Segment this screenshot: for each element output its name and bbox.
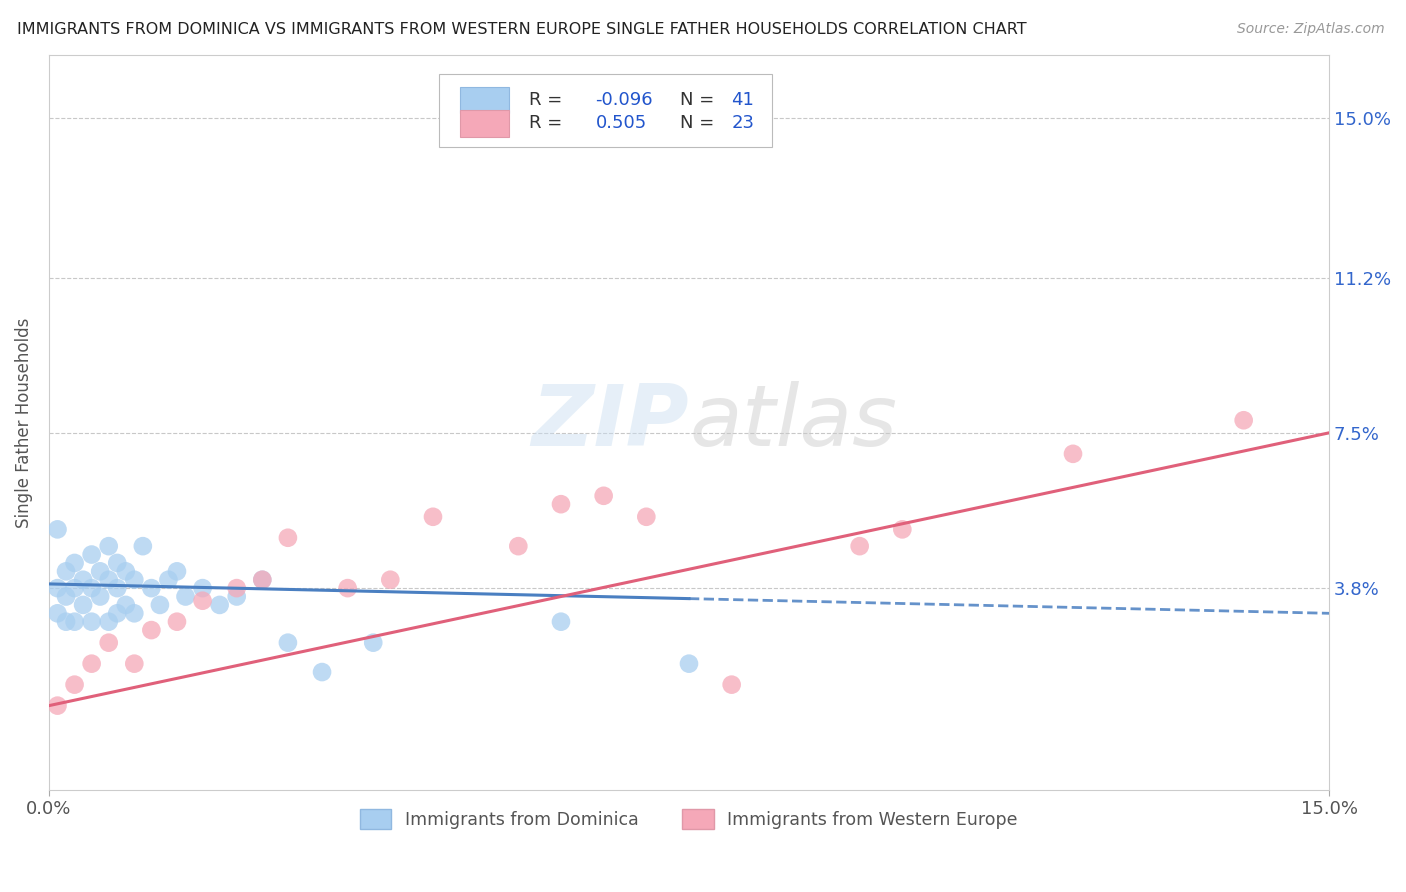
Point: [252, 573, 274, 587]
Point: [72, 598, 94, 612]
Point: [46, 522, 69, 536]
Text: IMMIGRANTS FROM DOMINICA VS IMMIGRANTS FROM WESTERN EUROPE SINGLE FATHER HOUSEHO: IMMIGRANTS FROM DOMINICA VS IMMIGRANTS F…: [17, 22, 1026, 37]
Point: [114, 565, 136, 579]
Point: [124, 607, 146, 621]
Point: [141, 581, 163, 595]
Text: R =: R =: [529, 114, 568, 132]
Point: [124, 657, 146, 671]
Point: [225, 581, 247, 595]
Point: [97, 635, 120, 649]
Point: [63, 678, 86, 692]
Point: [157, 573, 180, 587]
Point: [105, 556, 128, 570]
Text: Source: ZipAtlas.com: Source: ZipAtlas.com: [1237, 22, 1385, 37]
Point: [55, 565, 77, 579]
Text: 23: 23: [731, 114, 754, 132]
Point: [124, 573, 146, 587]
Point: [678, 657, 700, 671]
Point: [174, 590, 197, 604]
FancyBboxPatch shape: [460, 111, 509, 136]
Point: [97, 615, 120, 629]
Point: [848, 539, 870, 553]
Text: ZIP: ZIP: [531, 381, 689, 464]
Point: [311, 665, 333, 679]
Point: [166, 615, 188, 629]
Point: [89, 590, 111, 604]
Point: [114, 598, 136, 612]
Point: [636, 509, 658, 524]
Text: N =: N =: [681, 91, 720, 109]
Point: [63, 556, 86, 570]
Point: [97, 573, 120, 587]
Point: [550, 615, 572, 629]
Point: [361, 635, 384, 649]
Point: [891, 522, 914, 536]
Point: [80, 657, 103, 671]
Text: N =: N =: [681, 114, 720, 132]
Point: [80, 581, 103, 595]
Point: [72, 573, 94, 587]
Point: [63, 581, 86, 595]
Y-axis label: Single Father Households: Single Father Households: [15, 318, 32, 527]
Text: 41: 41: [731, 91, 754, 109]
Point: [225, 590, 247, 604]
Point: [46, 698, 69, 713]
FancyBboxPatch shape: [460, 87, 509, 113]
Point: [208, 598, 231, 612]
Point: [191, 593, 214, 607]
Legend: Immigrants from Dominica, Immigrants from Western Europe: Immigrants from Dominica, Immigrants fro…: [353, 802, 1025, 836]
Text: 0.505: 0.505: [596, 114, 647, 132]
Text: R =: R =: [529, 91, 568, 109]
Point: [166, 565, 188, 579]
Point: [508, 539, 530, 553]
Point: [63, 615, 86, 629]
Point: [720, 678, 742, 692]
Point: [55, 590, 77, 604]
FancyBboxPatch shape: [440, 73, 772, 147]
Point: [105, 607, 128, 621]
Point: [592, 489, 614, 503]
Text: -0.096: -0.096: [596, 91, 654, 109]
Point: [132, 539, 155, 553]
Point: [336, 581, 359, 595]
Point: [252, 573, 274, 587]
Point: [380, 573, 402, 587]
Point: [149, 598, 172, 612]
Point: [550, 497, 572, 511]
Text: atlas: atlas: [689, 381, 897, 464]
Point: [422, 509, 444, 524]
Point: [80, 615, 103, 629]
Point: [97, 539, 120, 553]
Point: [141, 623, 163, 637]
Point: [277, 531, 299, 545]
Point: [1233, 413, 1256, 427]
Point: [80, 548, 103, 562]
Point: [277, 635, 299, 649]
Point: [105, 581, 128, 595]
Point: [46, 607, 69, 621]
Point: [55, 615, 77, 629]
Point: [89, 565, 111, 579]
Point: [46, 581, 69, 595]
Point: [191, 581, 214, 595]
Point: [1062, 447, 1084, 461]
